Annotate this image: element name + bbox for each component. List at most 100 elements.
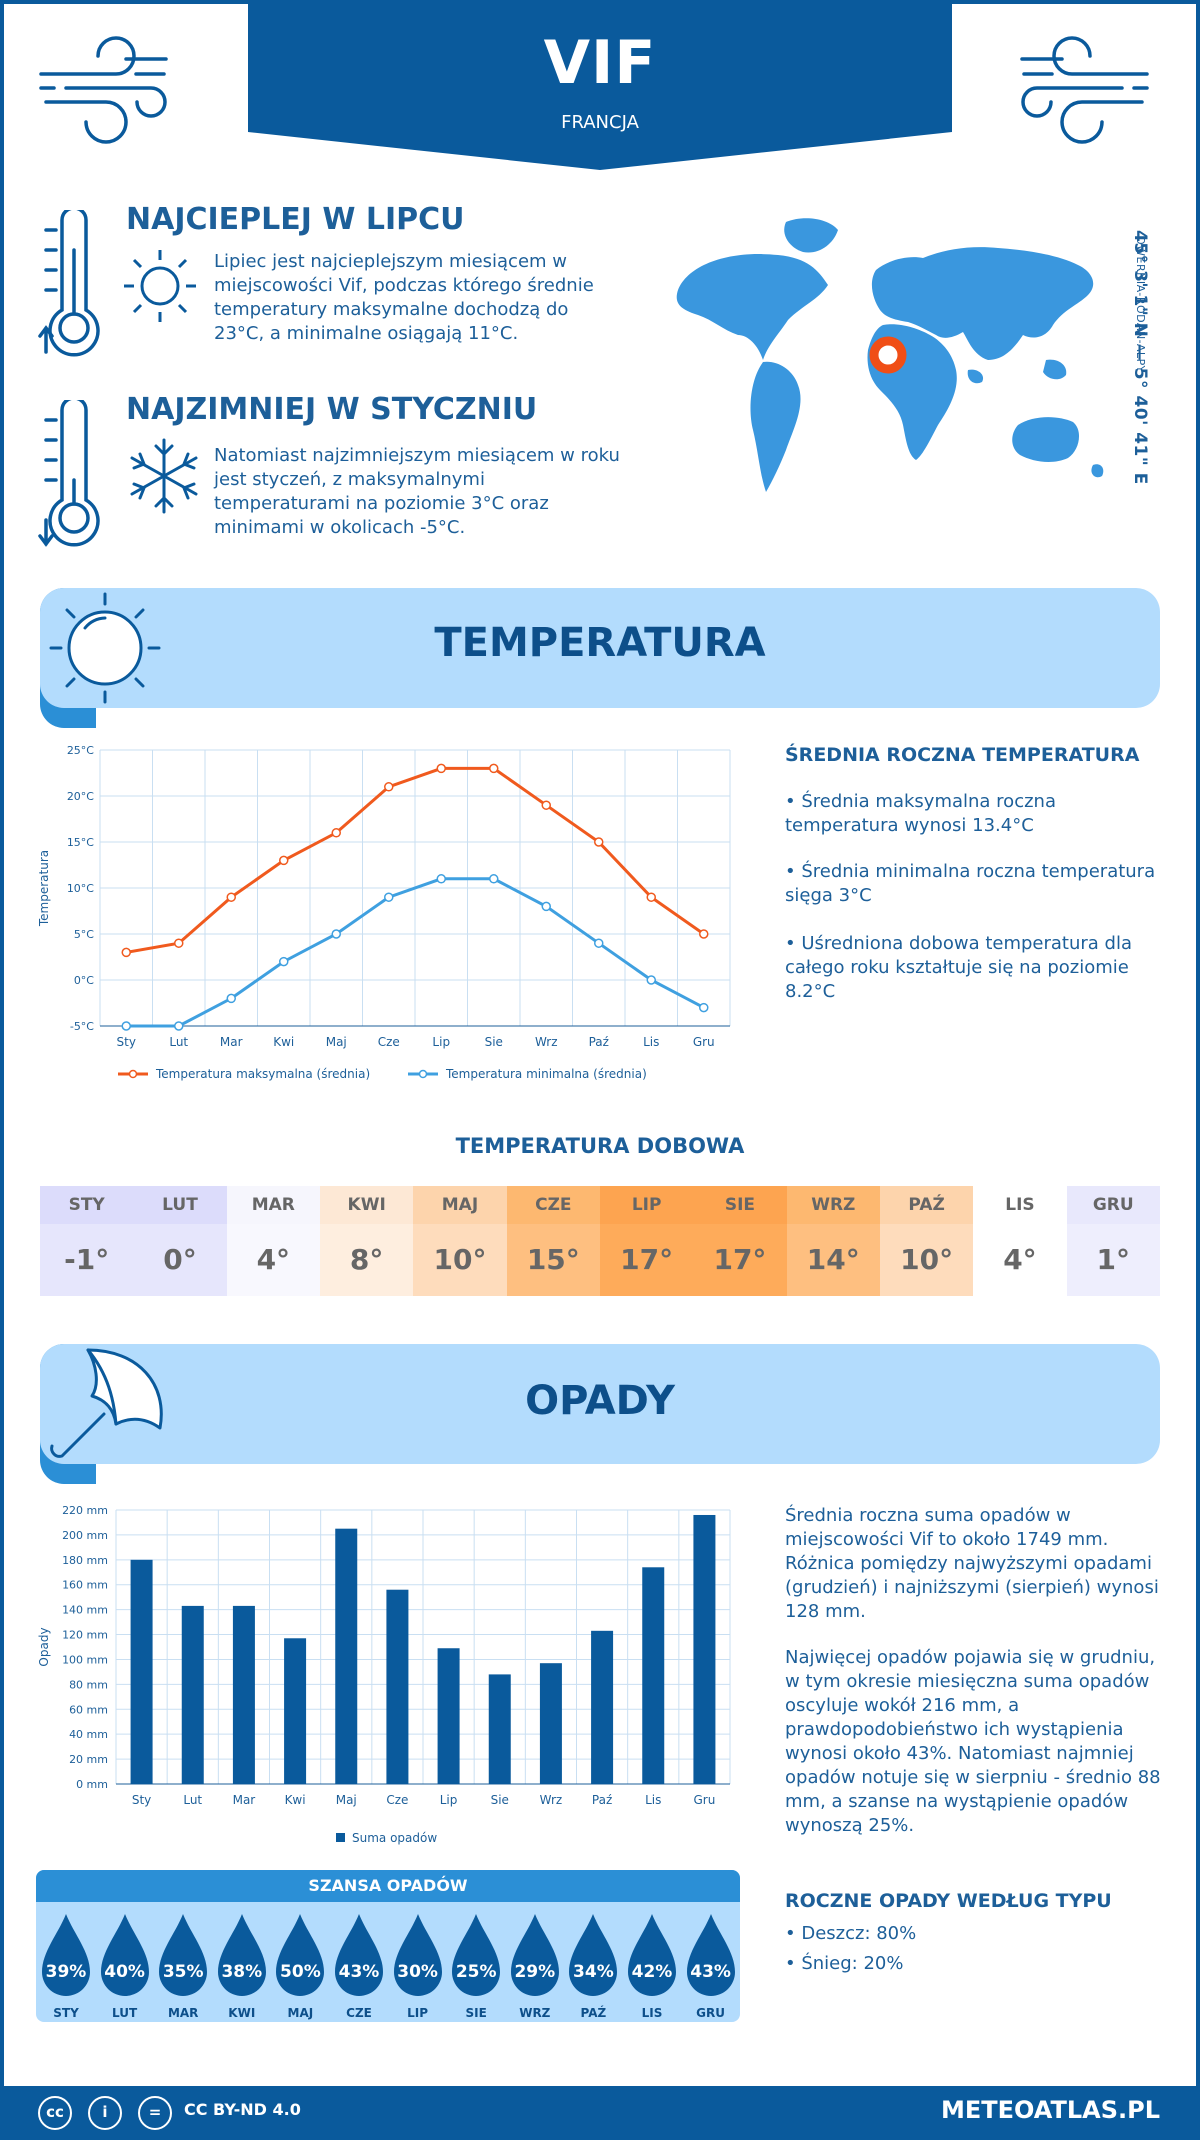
daily-month: CZE <box>506 1186 600 1224</box>
wind-icon <box>39 36 168 144</box>
x-tick-label: Lut <box>169 1035 188 1049</box>
x-tick-label: Sie <box>491 1793 509 1807</box>
data-point <box>436 874 446 884</box>
data-point <box>699 929 709 939</box>
data-point <box>174 938 184 948</box>
data-point <box>121 947 131 958</box>
umbrella-icon <box>50 1348 163 1458</box>
data-point <box>226 892 236 902</box>
daily-month: MAR <box>226 1186 320 1224</box>
daily-value: 14° <box>786 1224 880 1296</box>
no-derivatives-icon: = <box>138 2096 172 2130</box>
chance-value: 35% <box>162 1962 204 1982</box>
y-tick-label: 0 mm <box>76 1778 108 1791</box>
chance-drop: 50% MAJ <box>274 1912 326 2020</box>
series-line <box>125 766 705 954</box>
raindrop-icon <box>276 1914 325 1996</box>
chance-month: SIE <box>465 2006 487 2020</box>
daily-temperature-title: TEMPERATURA DOBOWA <box>455 1134 745 1158</box>
precip-banner <box>40 1344 1160 1464</box>
temperature-title: TEMPERATURA <box>434 620 766 666</box>
x-tick-label: Lis <box>645 1793 661 1807</box>
daily-value: -1° <box>40 1224 134 1296</box>
y-tick-label: 120 mm <box>62 1629 108 1642</box>
precip-type-rain: • Deszcz: 80% <box>785 1923 917 1944</box>
chance-month: MAR <box>167 2006 199 2020</box>
data-point <box>489 874 499 884</box>
country-name: FRANCJA <box>561 112 639 133</box>
chance-month: LIP <box>407 2006 429 2020</box>
snowflake-icon <box>130 438 198 514</box>
site-link[interactable]: METEOATLAS.PL <box>940 2096 1160 2124</box>
chance-value: 42% <box>631 1962 673 1982</box>
daily-month: SIE <box>693 1186 787 1224</box>
precipitation-chart: 0 mm 20 mm 40 mm 60 mm 80 mm 100 mm 120 mm 140 … <box>37 1504 731 1845</box>
daily-temperature-table: STY -1° LUT 0° MAR 4° KWI 8° MAJ 10° CZE 15° LIP 17° S… <box>40 1186 1160 1296</box>
cold-fact-title: NAJZIMNIEJ W STYCZNIU <box>126 392 538 427</box>
data-point <box>279 855 289 866</box>
chance-drop: 39% STY <box>40 1912 92 2020</box>
raindrop-icon <box>510 1914 559 1996</box>
daily-value: 10° <box>879 1224 974 1296</box>
raindrop-icon <box>159 1914 208 1996</box>
legend-marker <box>336 1833 345 1842</box>
temperature-bullet-2: • Średnia minimalna roczna temperatura s… <box>785 861 1156 906</box>
data-point <box>279 956 289 967</box>
data-point <box>226 993 236 1004</box>
thermometer-cold-icon <box>38 400 100 547</box>
precip-paragraph-1: Średnia roczna suma opadów w miejscowośc… <box>785 1505 1159 1622</box>
chance-value: 43% <box>690 1962 731 1982</box>
chance-drop: 43% CZE <box>333 1912 385 2020</box>
y-tick-label: 140 mm <box>62 1604 108 1617</box>
data-point <box>646 975 656 985</box>
y-tick-label: 200 mm <box>62 1529 108 1542</box>
data-point <box>541 800 551 810</box>
x-tick-label: Maj <box>326 1035 347 1049</box>
x-tick-label: Paź <box>592 1793 612 1807</box>
sun-icon <box>49 592 161 704</box>
bar <box>642 1567 665 1784</box>
bar <box>181 1605 204 1784</box>
data-point <box>384 892 394 902</box>
attribution-icon: i <box>88 2096 122 2130</box>
daily-cell: WRZ 14° <box>786 1186 880 1296</box>
y-tick-label: 10°C <box>67 882 94 895</box>
bar <box>693 1514 716 1784</box>
raindrop-icon <box>452 1914 501 1996</box>
daily-value: 4° <box>973 1224 1067 1296</box>
daily-value: 4° <box>226 1224 320 1296</box>
bar <box>437 1648 460 1784</box>
data-point <box>594 938 604 948</box>
x-tick-label: Wrz <box>535 1035 558 1049</box>
x-tick-label: Mar <box>220 1035 243 1049</box>
precip-paragraph-2: Najwięcej opadów pojawia się w grudniu, … <box>785 1647 1161 1836</box>
daily-cell: MAR 4° <box>226 1186 320 1296</box>
raindrop-icon <box>393 1914 442 1996</box>
chance-drop: 30% LIP <box>392 1912 444 2020</box>
x-tick-label: Lut <box>183 1793 202 1807</box>
series-line <box>126 877 705 1028</box>
x-tick-label: Sty <box>132 1793 151 1807</box>
chance-month: STY <box>53 2006 79 2020</box>
temperature-summary-title: ŚREDNIA ROCZNA TEMPERATURA <box>785 744 1140 766</box>
x-tick-label: Gru <box>693 1035 715 1049</box>
chance-month: LIS <box>641 2006 663 2020</box>
daily-value: 15° <box>506 1224 600 1296</box>
chance-drop: 38% KWI <box>216 1912 268 2020</box>
y-tick-label: 180 mm <box>62 1554 108 1567</box>
chance-month: PAŹ <box>580 2006 607 2020</box>
y-tick-label: 160 mm <box>62 1579 108 1592</box>
region-name: OWERNIA-RODAN-ALPY <box>1134 236 1147 373</box>
chance-month: MAJ <box>287 2006 314 2020</box>
footer <box>0 2086 1200 2140</box>
x-tick-label: Paź <box>589 1035 609 1049</box>
header-ribbon <box>248 0 952 170</box>
bar <box>386 1589 409 1784</box>
temperature-bullet-3: • Uśredniona dobowa temperatura dla całe… <box>785 933 1133 1002</box>
daily-month: GRU <box>1066 1186 1160 1224</box>
data-point <box>646 892 656 902</box>
chance-month: GRU <box>696 2006 726 2020</box>
raindrop-icon <box>569 1914 618 1996</box>
cold-fact-text: Natomiast najzimniejszym miesiącem w rok… <box>214 445 620 538</box>
precip-type-title: ROCZNE OPADY WEDŁUG TYPU <box>785 1890 1112 1912</box>
